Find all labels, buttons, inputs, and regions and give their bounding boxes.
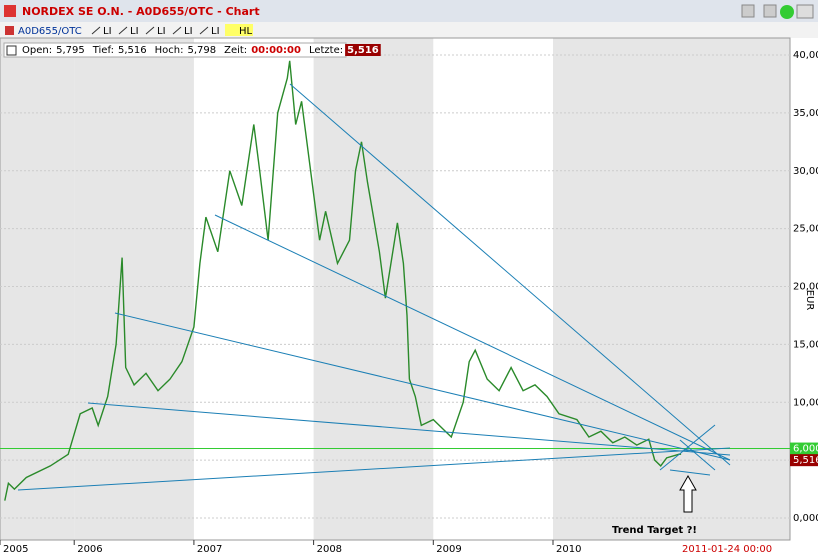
y-tick-label: 40,000 [793,50,818,61]
last-price-label: 5,516 [793,455,818,466]
x-tick-label: 2006 [77,544,102,555]
status-light[interactable] [780,5,794,19]
y-tick-label: 25,000 [793,224,818,235]
y-axis-label: EUR [804,290,815,311]
last-price-tag [790,454,818,467]
info-value: 5,516 [347,45,379,56]
info-value: 00:00:00 [251,45,301,56]
y-tick-label: 30,000 [793,166,818,177]
plot-frame [0,37,791,541]
info-value: 5,798 [187,45,216,56]
y-tick-label: 10,000 [793,397,818,408]
tool-icon [199,26,209,35]
x-tick-label: 2005 [3,544,28,555]
info-line: Open: 5,795 Tief: 5,516 Hoch: 5,798 Zeit: 00:00… [3,42,381,58]
price-line [4,60,682,501]
info-label: Letzte: [309,45,343,56]
symbol-color [5,26,14,35]
year-band [0,38,75,540]
window-icon [4,5,16,17]
cursor-box [680,542,780,555]
close-button[interactable] [796,4,814,19]
reference-label: 6,000 [793,444,818,455]
info-value: 5,516 [118,45,147,56]
x-tick-label: 2010 [556,544,581,555]
tool-icon [172,26,182,35]
title-bar [0,0,818,22]
tool[interactable]: LI [103,26,112,37]
window-title: NORDEX SE O.N. - A0D655/OTC - Chart [22,5,260,18]
year-band [74,38,194,540]
reference-tag [790,442,818,455]
x-tick-label: 2007 [197,544,222,555]
info-value: 5,795 [56,45,85,56]
info-label: Open: [22,45,52,56]
x-tick-label: 2008 [317,544,342,555]
y-tick-label: 15,000 [793,339,818,350]
y-tick-label: 20,000 [793,282,818,293]
info-value-bg [345,44,381,56]
info-label: Tief: [92,45,114,56]
tool[interactable]: LI [184,26,193,37]
y-tick-label: 35,000 [793,108,818,119]
tool-icon [91,26,101,35]
cursor-date: 2011-01-24 00:00 [682,544,772,555]
y-tick-label: 0,000 [793,513,818,524]
tool[interactable]: LI [211,26,220,37]
minimize-button[interactable] [741,4,755,18]
symbol[interactable]: A0D655/OTC [18,26,82,37]
trend-lines [17,83,731,491]
tool[interactable]: HL [239,26,253,37]
x-tick-label: 2009 [436,544,461,555]
annotation: Trend Target ?! [612,525,697,536]
toolbar [0,22,818,38]
tool[interactable]: LI [130,26,139,37]
tool-icon [145,26,155,35]
info-label: Hoch: [155,45,184,56]
info-label: Zeit: [224,45,247,56]
highlight-box [225,24,253,36]
tool[interactable]: LI [157,26,166,37]
restore-button[interactable] [763,4,777,18]
tool-icon [118,26,128,35]
info-icon [6,45,17,56]
arrow [679,474,697,513]
year-band [672,38,790,540]
